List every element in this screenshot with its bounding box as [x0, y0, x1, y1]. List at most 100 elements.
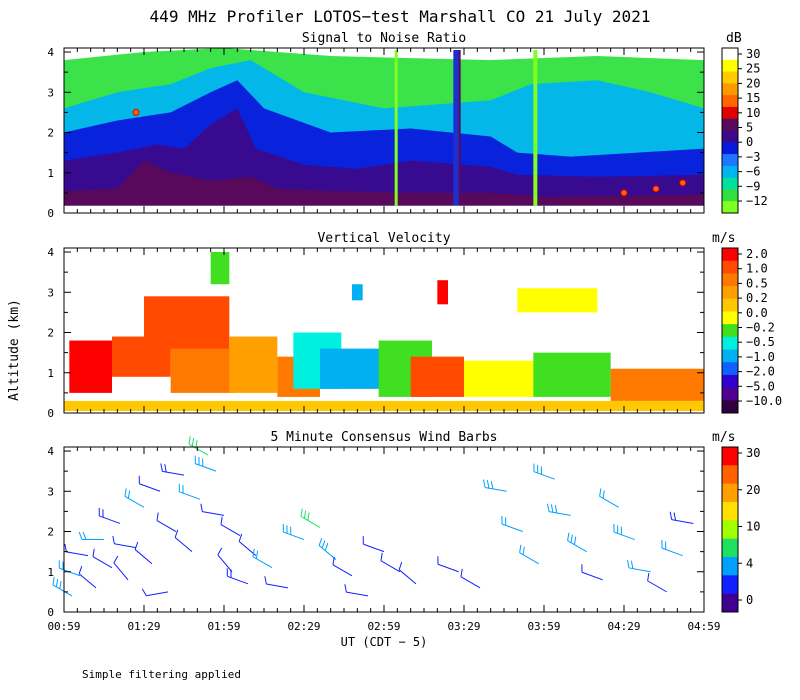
colorbar-swatch [722, 557, 738, 576]
wind-barb [519, 552, 539, 565]
wind-barb-flag [380, 552, 383, 561]
wind-barb [124, 495, 145, 508]
colorbar-swatch [722, 538, 738, 558]
colorbar-label: 0 [746, 135, 753, 149]
wind-barb-flag [191, 438, 195, 447]
wind-barb-flag [344, 584, 347, 593]
y-tick-label: 2 [47, 127, 54, 140]
wind-barb-flag [519, 544, 522, 553]
snr-heatmap [64, 48, 704, 213]
wind-barb-flag [303, 510, 307, 519]
wind-barb-flag [55, 578, 59, 587]
wind-barb-plot [52, 436, 694, 597]
wind-barb-flag [264, 576, 267, 585]
snr-streak [533, 50, 538, 206]
y-tick-label: 2 [47, 526, 54, 539]
wind-barb-flag [78, 531, 83, 540]
wind-barb [548, 511, 571, 516]
wind-barb [139, 483, 161, 492]
wind-barb-flag [324, 542, 329, 551]
wind-barb-flag [156, 512, 159, 521]
wind-barb [52, 584, 73, 597]
wind-barb-flag [673, 512, 677, 521]
colorbar-label: −5.0 [746, 379, 775, 393]
wind-barb [647, 580, 667, 593]
wind-barb [501, 523, 523, 532]
colorbar-label: −6 [746, 165, 760, 179]
velocity-colorbar: 2.01.00.50.20.0−0.2−0.5−1.0−2.0−5.0−10.0 [721, 247, 782, 414]
colorbar-label: 20 [746, 76, 760, 90]
wind-barb-flag [174, 529, 179, 538]
y-tick-label: 1 [47, 566, 54, 579]
wind-barb [437, 563, 459, 573]
x-tick-label: 04:29 [607, 620, 640, 633]
colorbar-swatch [722, 447, 738, 466]
wind-barb [380, 560, 401, 573]
colorbar-label: 0.0 [746, 306, 768, 320]
wind-barb [99, 515, 121, 524]
wind-barb-flag [252, 548, 255, 557]
colorbar-swatch [722, 260, 738, 274]
snr-panel: Signal to Noise Ratio 0 1 2 3 4 dB 302520151… [47, 31, 767, 220]
wind-barb-flag [127, 490, 131, 499]
wind-barb [162, 470, 185, 476]
colorbar-swatch [722, 177, 738, 190]
wind-x-axis: 00:59 01:29 01:59 02:29 02:59 03:29 03:59 04:29… [47, 447, 721, 633]
wind-barb-flag [78, 565, 83, 574]
wind-barb [134, 549, 153, 565]
colorbar-swatch [722, 59, 738, 73]
wind-barb-flag [141, 588, 147, 596]
colorbar-swatch [722, 311, 738, 325]
x-tick-label: 00:59 [47, 620, 80, 633]
wind-barb [266, 583, 289, 589]
wind-barb [363, 543, 385, 553]
wind-barb [318, 545, 337, 561]
wind-barb [300, 516, 321, 528]
wind-barb-flag [570, 534, 573, 543]
velocity-cell [210, 252, 230, 285]
wind-barb [460, 576, 481, 589]
y-tick-label: 3 [47, 286, 54, 299]
velocity-cell [352, 284, 363, 301]
snr-panel-title: Signal to Noise Ratio [302, 31, 466, 46]
wind-barb [661, 547, 683, 557]
colorbar-label: 15 [746, 91, 760, 105]
x-tick-label: 02:59 [367, 620, 400, 633]
wind-barb [113, 562, 129, 581]
wind-barb [283, 531, 305, 541]
wind-barb-flag [59, 580, 62, 589]
colorbar-swatch [722, 400, 738, 414]
wind-barb-flag [547, 503, 550, 512]
wind-barb-flag [124, 488, 127, 497]
colorbar-swatch [722, 324, 738, 338]
wind-barb-flag [217, 547, 223, 556]
wind-barb-flag [52, 576, 55, 585]
snr-x-ticks [63, 48, 705, 213]
y-axis-label: Altitude (km) [7, 299, 22, 401]
x-tick-label: 03:59 [527, 620, 560, 633]
wind-barb [671, 519, 694, 524]
colorbar-label: −2.0 [746, 365, 775, 379]
colorbar-swatch [722, 520, 738, 540]
snr-y-axis: 0 1 2 3 4 [47, 46, 704, 220]
wind-barb [156, 520, 177, 532]
colorbar-label: −3 [746, 150, 760, 164]
wind-barb [179, 491, 201, 500]
colorbar-label: −0.2 [746, 321, 775, 335]
wind-barb-flag [113, 555, 119, 564]
wind-barb-flag [647, 572, 650, 581]
wind-barb-flag [307, 512, 310, 521]
velocity-cell [437, 280, 448, 305]
colorbar-label: −0.5 [746, 335, 775, 349]
velocity-panel: Vertical Velocity 0 1 2 3 4 m/s 2.01.00.50.2… [47, 231, 782, 420]
wind-barb [92, 556, 113, 569]
colorbar-swatch [722, 189, 738, 202]
velocity-x-ticks [63, 248, 705, 413]
wind-barb [195, 463, 217, 472]
colorbar-label: 10 [746, 106, 760, 120]
wind-barb-flag [255, 550, 259, 559]
y-tick-label: 3 [47, 86, 54, 99]
colorbar-label: 20 [746, 483, 760, 497]
snr-hotspot [679, 179, 687, 187]
